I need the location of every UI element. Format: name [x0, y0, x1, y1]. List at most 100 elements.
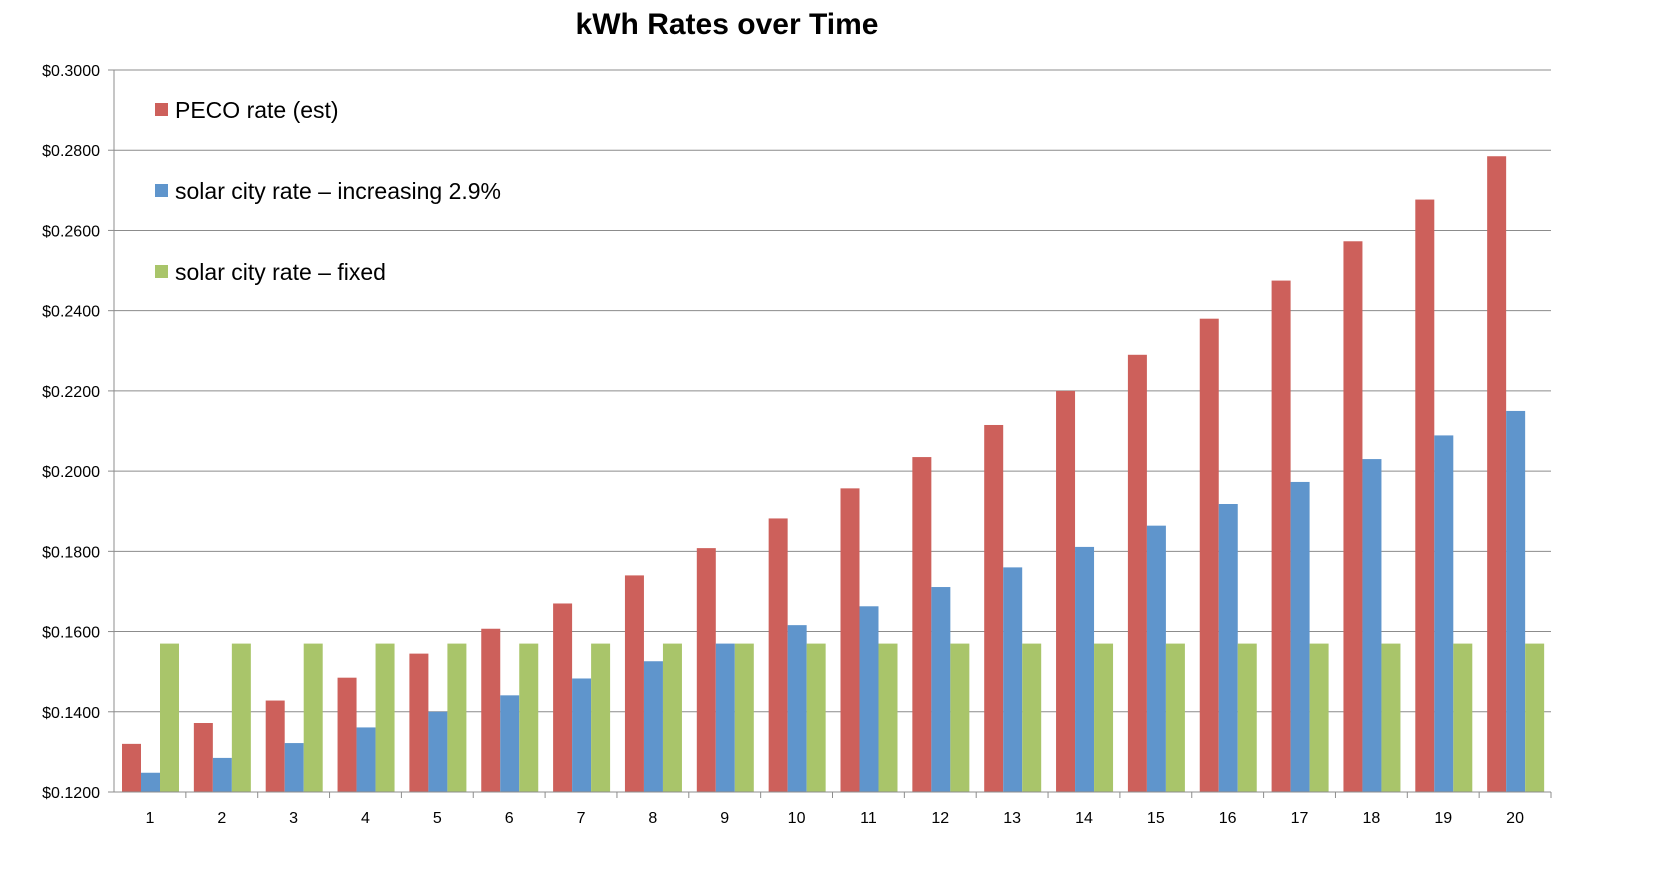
y-tick-label: $0.2000 — [42, 464, 100, 481]
legend-swatch — [155, 103, 168, 116]
bar-peco — [1487, 156, 1507, 792]
bar-peco — [481, 628, 501, 792]
bar-peco — [553, 603, 573, 792]
legend-label: PECO rate (est) — [175, 97, 339, 123]
bar-solar-fixed — [1165, 643, 1185, 792]
bar-peco — [984, 424, 1004, 792]
x-tick-label: 17 — [1291, 810, 1309, 827]
bar-peco — [696, 548, 716, 792]
bar-peco — [409, 653, 429, 792]
x-tick-label: 18 — [1362, 810, 1380, 827]
bar-solar-increasing — [284, 743, 304, 792]
bar-solar-increasing — [859, 606, 879, 792]
bar-solar-fixed — [375, 643, 395, 792]
bar-solar-increasing — [572, 678, 592, 792]
bar-solar-fixed — [303, 643, 323, 792]
x-tick-label: 2 — [217, 810, 226, 827]
bar-peco — [840, 488, 860, 792]
y-tick-label: $0.3000 — [42, 63, 100, 80]
x-tick-label: 9 — [720, 810, 729, 827]
bar-solar-increasing — [1146, 525, 1166, 792]
x-tick-label: 4 — [361, 810, 370, 827]
bar-solar-fixed — [231, 643, 251, 792]
bar-solar-increasing — [715, 643, 735, 792]
bar-solar-fixed — [878, 643, 898, 792]
x-tick-label: 8 — [648, 810, 657, 827]
x-tick-label: 14 — [1075, 810, 1093, 827]
bar-peco — [337, 677, 357, 792]
bar-solar-increasing — [1003, 567, 1023, 792]
bar-solar-fixed — [734, 643, 754, 792]
bar-peco — [1415, 199, 1435, 792]
x-tick-label: 11 — [860, 810, 877, 827]
bar-peco — [768, 518, 788, 792]
bar-solar-fixed — [519, 643, 539, 792]
bar-peco — [1127, 354, 1147, 792]
chart-title: kWh Rates over Time — [575, 8, 879, 41]
y-tick-label: $0.1800 — [42, 544, 100, 561]
bar-peco — [1199, 318, 1219, 792]
y-tick-label: $0.1200 — [42, 785, 100, 802]
bar-solar-fixed — [160, 643, 179, 792]
bar-solar-fixed — [950, 643, 970, 792]
bar-solar-fixed — [662, 643, 682, 792]
x-tick-label: 16 — [1219, 810, 1237, 827]
bar-peco — [912, 457, 932, 792]
y-tick-label: $0.2400 — [42, 304, 100, 321]
bars — [122, 156, 1545, 793]
bar-solar-increasing — [141, 772, 160, 792]
y-tick-label: $0.2200 — [42, 384, 100, 401]
bar-peco — [1271, 280, 1291, 792]
bar-peco — [1343, 241, 1363, 793]
bar-solar-increasing — [787, 625, 807, 792]
x-tick-label: 1 — [145, 810, 154, 827]
legend-label: solar city rate – fixed — [175, 259, 386, 285]
legend-label: solar city rate – increasing 2.9% — [175, 178, 501, 204]
x-tick-label: 20 — [1506, 810, 1524, 827]
bar-solar-increasing — [1434, 435, 1454, 792]
bar-solar-fixed — [1022, 643, 1042, 792]
gridlines — [114, 69, 1551, 713]
bar-solar-increasing — [1506, 410, 1526, 792]
bar-solar-fixed — [806, 643, 826, 792]
x-tick-label: 6 — [505, 810, 514, 827]
bar-solar-fixed — [1381, 643, 1401, 792]
y-tick-label: $0.2800 — [42, 143, 100, 160]
bar-solar-fixed — [1453, 643, 1473, 792]
legend-swatch — [155, 265, 168, 278]
x-tick-label: 10 — [788, 810, 806, 827]
bar-solar-increasing — [428, 711, 448, 792]
bar-solar-fixed — [1525, 643, 1545, 792]
x-tick-label: 12 — [931, 810, 949, 827]
bar-solar-increasing — [1362, 459, 1382, 792]
x-tick-label: 19 — [1434, 810, 1452, 827]
bar-solar-increasing — [931, 587, 951, 792]
bar-solar-increasing — [212, 757, 232, 792]
x-tick-label: 13 — [1003, 810, 1021, 827]
x-tick-label: 5 — [433, 810, 442, 827]
bar-peco — [624, 575, 644, 792]
bar-peco — [193, 723, 213, 792]
y-axis-ticks: $0.1200 $0.1400 $0.1600 $0.1800 $0.2000 $0.22… — [42, 63, 114, 802]
x-tick-label: 15 — [1147, 810, 1165, 827]
bar-solar-increasing — [500, 695, 520, 792]
legend-swatch — [155, 184, 168, 197]
y-tick-label: $0.1400 — [42, 705, 100, 722]
bar-solar-fixed — [1309, 643, 1329, 792]
x-tick-label: 7 — [577, 810, 586, 827]
bar-solar-increasing — [1290, 481, 1310, 792]
bar-solar-increasing — [1218, 504, 1238, 792]
bar-solar-increasing — [643, 661, 663, 792]
bar-solar-fixed — [1237, 643, 1257, 792]
bar-peco — [265, 700, 285, 792]
bar-peco — [1056, 390, 1076, 792]
bar-peco — [122, 743, 141, 792]
legend: PECO rate (est) solar city rate – increas… — [155, 97, 501, 285]
y-tick-label: $0.2600 — [42, 223, 100, 240]
bar-solar-increasing — [356, 727, 376, 792]
bar-solar-fixed — [447, 643, 467, 792]
bar-solar-fixed — [591, 643, 611, 792]
bar-solar-increasing — [1075, 546, 1095, 792]
bar-solar-fixed — [1094, 643, 1114, 792]
